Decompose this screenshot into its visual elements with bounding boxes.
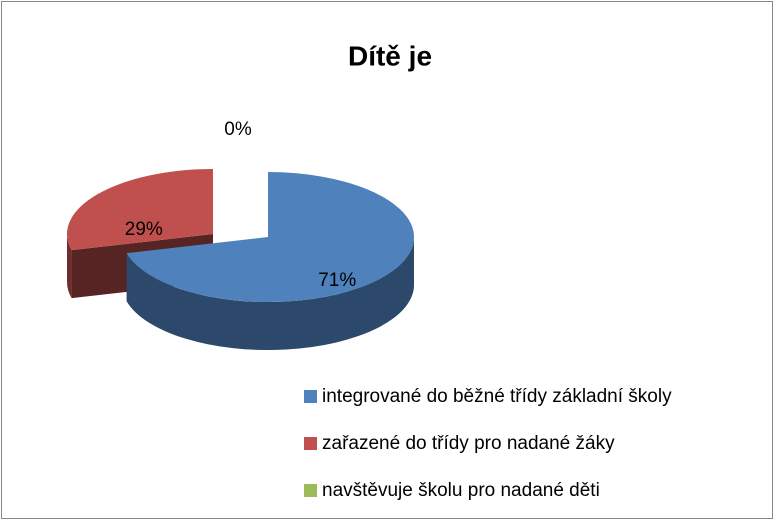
pie-slice xyxy=(67,169,213,251)
pie-slice-side xyxy=(67,234,72,299)
legend-swatch xyxy=(304,484,317,497)
data-label: 29% xyxy=(125,219,163,240)
legend-label: zařazené do třídy pro nadané žáky xyxy=(322,433,615,454)
pie-slice-side xyxy=(126,237,415,350)
legend-label: integrované do běžné třídy základní škol… xyxy=(322,386,672,407)
legend-swatch xyxy=(304,390,317,403)
data-label: 0% xyxy=(224,119,252,140)
data-label: 71% xyxy=(318,270,356,291)
legend-swatch xyxy=(304,437,317,450)
pie-slice xyxy=(126,172,415,302)
chart-title: Dítě je xyxy=(348,40,432,71)
legend-label: navštěvuje školu pro nadané děti xyxy=(322,480,600,501)
